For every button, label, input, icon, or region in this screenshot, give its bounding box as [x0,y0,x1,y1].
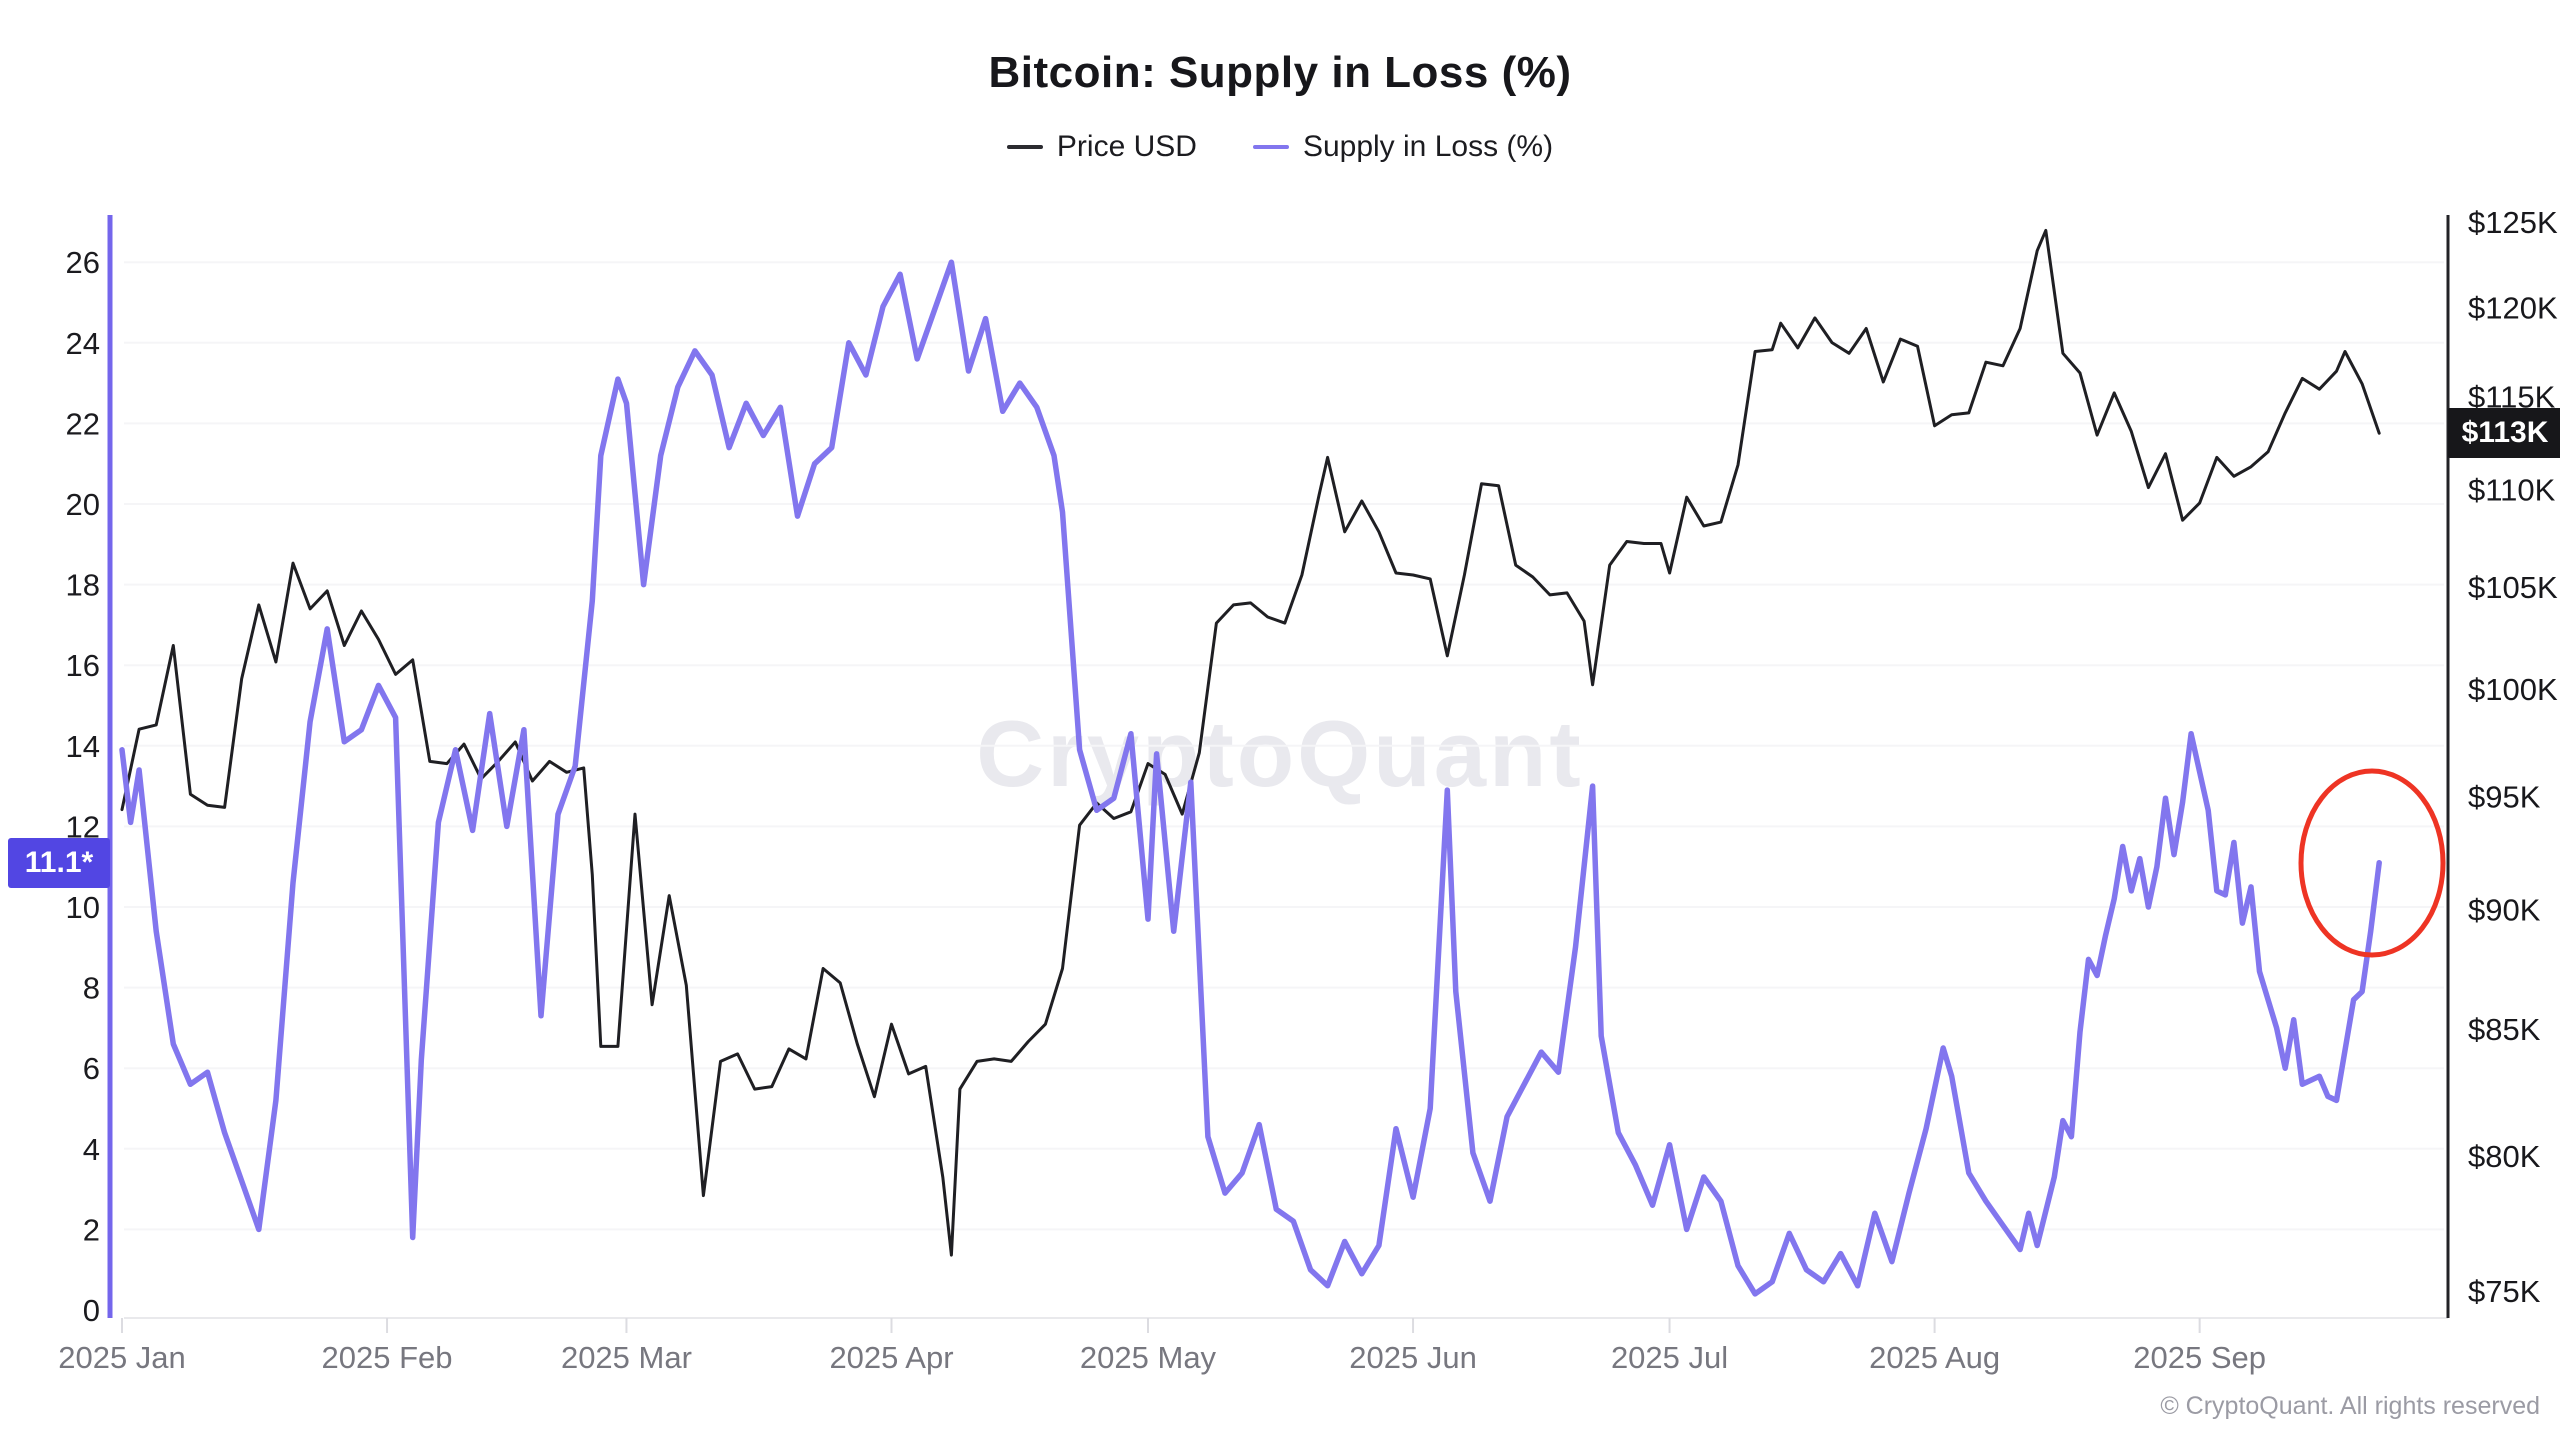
current-supply-in-loss-badge: 11.1* [8,838,110,888]
x-axis-labels: 2025 Jan 2025 Feb 2025 Mar 2025 Apr 2025 May… [58,1340,2266,1375]
x-axis-label: 2025 Jan [58,1340,186,1375]
x-axis-label: 2025 Apr [829,1340,953,1375]
x-axis-label: 2025 Jul [1611,1340,1728,1375]
recent-upturn-highlight-circle [2298,768,2446,958]
left-axis-tick-label: 18 [66,568,100,603]
right-axis-tick-labels: $75K$80K$85K$90K$95K$100K$105K$110K$115K… [2468,205,2558,1309]
left-axis-tick-label: 10 [66,890,100,925]
right-axis-tick-label: $105K [2468,570,2558,605]
x-axis-label: 2025 May [1080,1340,1217,1375]
right-axis-tick-label: $90K [2468,893,2541,928]
right-axis-tick-label: $120K [2468,290,2558,325]
left-axis-tick-label: 20 [66,487,100,522]
price-usd-line [120,228,2381,1257]
legend-label-supply: Supply in Loss (%) [1302,130,1554,163]
right-axis-tick-label: $95K [2468,779,2541,814]
left-axis-tick-label: 6 [83,1051,100,1086]
supply-in-loss-line [119,259,2382,1297]
month-ticks [121,1318,2201,1333]
current-price-badge: $113K [2448,408,2560,458]
legend: Price USD Supply in Loss (%) [0,130,2560,164]
left-axis-tick-label: 16 [66,648,100,683]
right-axis-tick-label: $80K [2468,1139,2541,1174]
x-axis-label: 2025 Jun [1349,1340,1477,1375]
supply-line-swatch-icon [1252,145,1289,149]
price-line-swatch-icon [1006,145,1043,149]
x-axis-label: 2025 Mar [561,1340,692,1375]
left-axis-tick-label: 0 [83,1293,100,1328]
left-axis-tick-label: 14 [66,729,100,764]
left-axis-tick-label: 4 [83,1132,100,1167]
right-axis-tick-label: $110K [2468,473,2556,508]
x-axis-label: 2025 Sep [2133,1340,2266,1375]
left-axis-tick-label: 24 [66,326,100,361]
x-axis-label: 2025 Feb [322,1340,453,1375]
left-axis-tick-label: 26 [66,245,100,280]
chart-title: Bitcoin: Supply in Loss (%) [988,48,1572,97]
gridlines [124,261,2444,1231]
right-axis-tick-label: $125K [2468,205,2558,240]
right-axis-tick-label: $75K [2468,1274,2541,1309]
right-axis-tick-label: $85K [2468,1012,2541,1047]
x-axis-label: 2025 Aug [1869,1340,2000,1375]
right-axis-tick-label: $100K [2468,672,2558,707]
legend-label-price: Price USD [1056,130,1197,163]
legend-item-supply: Supply in Loss (%) [1252,130,1554,164]
copyright-notice: © CryptoQuant. All rights reserved [2160,1392,2540,1420]
legend-item-price: Price USD [1006,130,1197,164]
left-axis-tick-label: 22 [66,406,100,441]
left-axis-tick-label: 8 [83,971,100,1006]
left-axis-tick-label: 2 [83,1212,100,1247]
